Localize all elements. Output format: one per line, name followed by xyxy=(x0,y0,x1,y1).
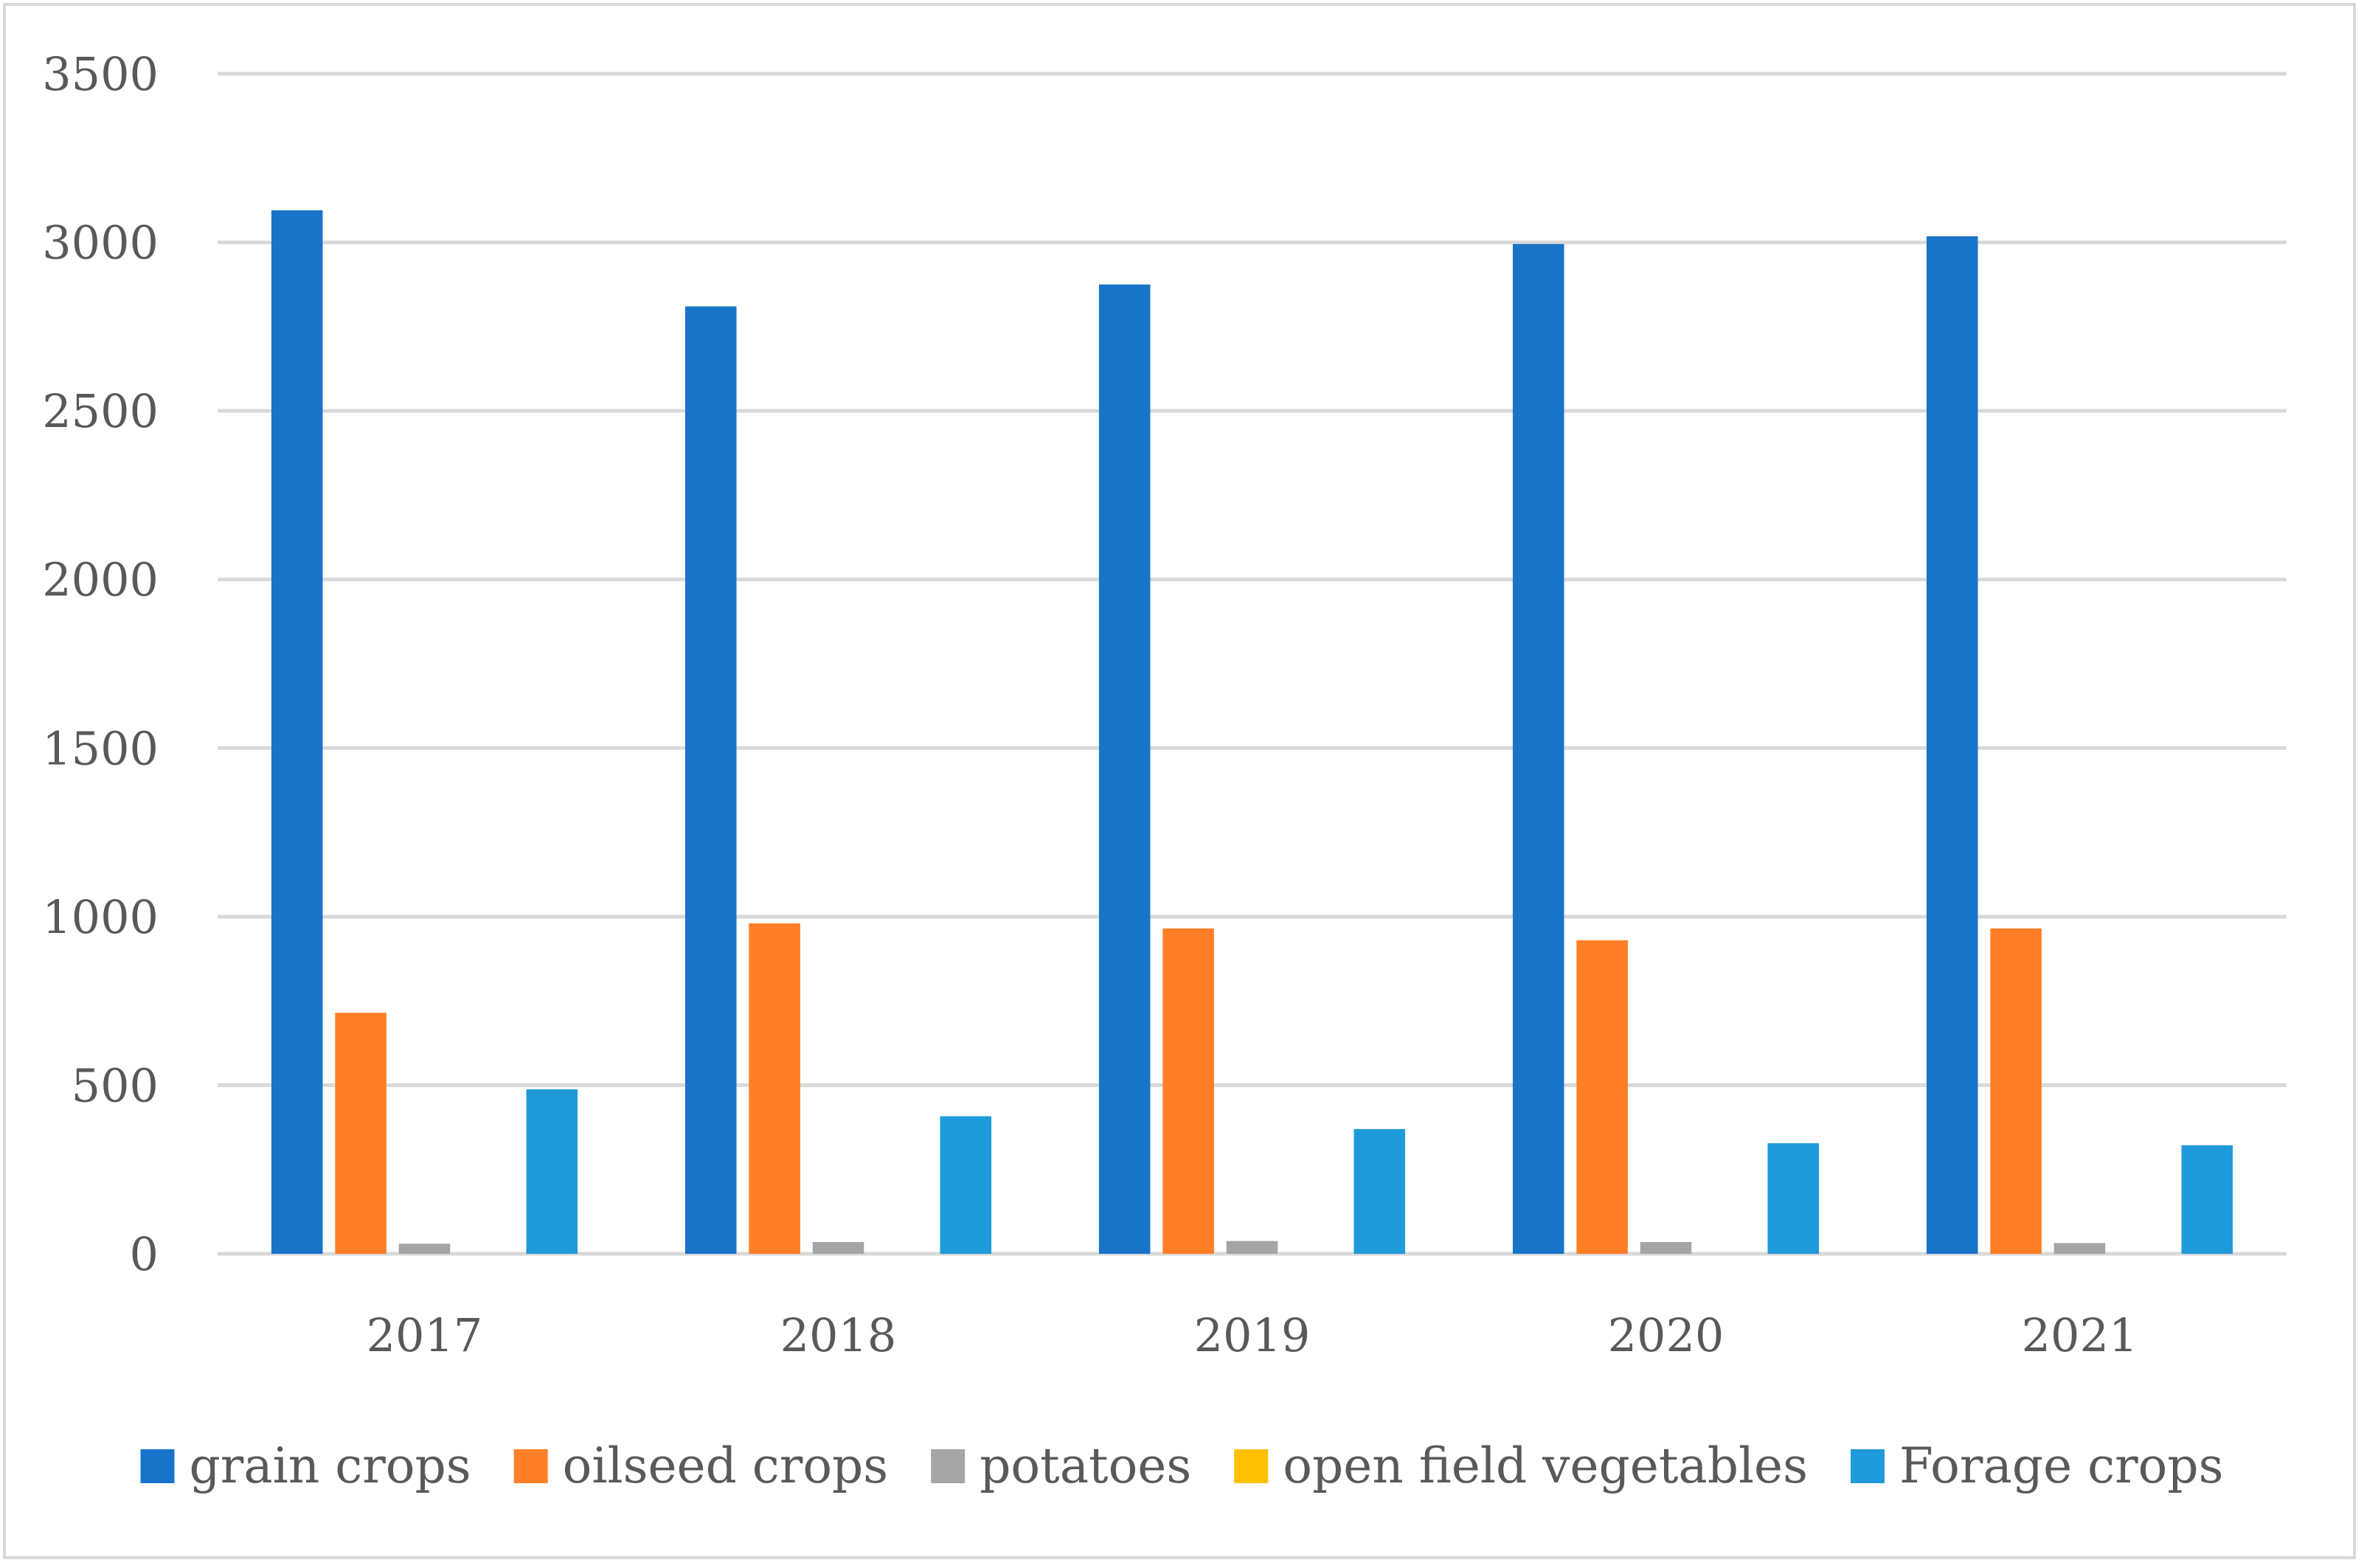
y-tick-label: 1000 xyxy=(42,890,159,944)
y-tick-label: 0 xyxy=(130,1227,159,1281)
legend-swatch xyxy=(931,1449,966,1483)
bar-forage-crops-2020 xyxy=(1767,1143,1820,1254)
legend-swatch xyxy=(1234,1449,1269,1483)
y-tick-label: 3000 xyxy=(42,216,159,270)
bar-potatoes-2017 xyxy=(398,1243,451,1254)
x-tick-label-2018: 2018 xyxy=(780,1308,897,1362)
bar-potatoes-2021 xyxy=(2053,1243,2106,1254)
y-tick-label: 2500 xyxy=(42,384,159,438)
y-tick-label: 1500 xyxy=(42,721,159,775)
y-tick-label: 2000 xyxy=(42,553,159,607)
bar-potatoes-2018 xyxy=(812,1242,864,1254)
bar-forage-crops-2017 xyxy=(526,1089,578,1254)
legend-item-forage-crops: Forage crops xyxy=(1851,1437,2223,1494)
legend-item-potatoes: potatoes xyxy=(931,1437,1191,1494)
legend-item-open-field-vegetables: open field vegetables xyxy=(1234,1437,1808,1494)
bars xyxy=(271,210,2233,1255)
bar-grain-crops-2019 xyxy=(1098,284,1151,1254)
bar-forage-crops-2021 xyxy=(2181,1145,2233,1254)
y-tick-label: 3500 xyxy=(42,47,159,101)
x-tick-label-2020: 2020 xyxy=(1608,1308,1725,1362)
bar-oilseed-crops-2021 xyxy=(1990,928,2042,1254)
bar-oilseed-crops-2018 xyxy=(749,923,800,1254)
legend-label: open field vegetables xyxy=(1283,1437,1808,1494)
legend: grain crops oilseed crops potatoes open fie… xyxy=(140,1437,2223,1494)
x-axis-ticks: 2017 2018 2019 2020 2021 xyxy=(367,1308,2138,1362)
bar-potatoes-2020 xyxy=(1640,1242,1692,1254)
bar-oilseed-crops-2017 xyxy=(335,1013,387,1254)
bar-grain-crops-2020 xyxy=(1512,243,1564,1254)
bar-potatoes-2019 xyxy=(1226,1241,1278,1254)
bar-grain-crops-2021 xyxy=(1926,236,1978,1254)
legend-label: grain crops xyxy=(190,1437,471,1494)
bar-forage-crops-2018 xyxy=(940,1116,992,1254)
legend-swatch xyxy=(513,1449,548,1483)
bar-grain-crops-2018 xyxy=(684,306,737,1254)
x-tick-label-2021: 2021 xyxy=(2022,1308,2138,1362)
legend-label: Forage crops xyxy=(1899,1437,2223,1494)
bar-oilseed-crops-2019 xyxy=(1162,928,1214,1254)
x-tick-label-2019: 2019 xyxy=(1194,1308,1311,1362)
x-tick-label-2017: 2017 xyxy=(367,1308,483,1362)
bar-forage-crops-2019 xyxy=(1353,1128,1406,1254)
bar-oilseed-crops-2020 xyxy=(1576,940,1628,1254)
y-axis-ticks: 0 500 1000 1500 2000 2500 3000 3500 xyxy=(42,47,159,1281)
legend-label: oilseed crops xyxy=(563,1437,889,1494)
legend-item-grain-crops: grain crops xyxy=(140,1437,471,1494)
bar-grain-crops-2017 xyxy=(271,210,323,1255)
y-tick-label: 500 xyxy=(72,1058,159,1112)
legend-item-oilseed-crops: oilseed crops xyxy=(513,1437,889,1494)
legend-swatch xyxy=(140,1449,175,1483)
legend-label: potatoes xyxy=(980,1437,1191,1494)
legend-swatch xyxy=(1851,1449,1885,1483)
